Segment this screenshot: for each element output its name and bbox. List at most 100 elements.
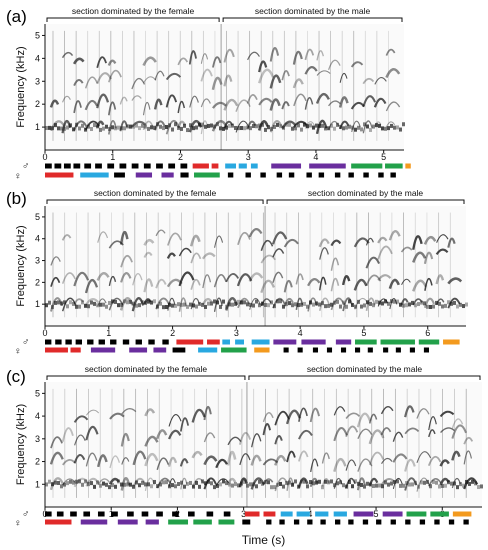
spectrogram-energy: [231, 483, 234, 488]
section-label: section dominated by the female: [85, 364, 208, 374]
syllable-harmonic: [73, 100, 82, 114]
syllable-harmonic: [166, 252, 176, 259]
spectrogram-energy: [435, 480, 438, 485]
syllable-harmonic: [109, 412, 125, 420]
syllable-harmonic: [297, 477, 309, 489]
spectrogram-energy: [402, 483, 405, 488]
male-note: [148, 339, 155, 345]
syllable-harmonic: [385, 121, 396, 128]
female-note: [378, 172, 384, 178]
syllable-harmonic: [142, 56, 157, 67]
syllable-harmonic: [178, 271, 195, 287]
spectrogram-energy: [192, 126, 195, 131]
spectrogram-energy: [426, 479, 429, 484]
female-note: [172, 347, 186, 353]
spectrogram-energy: [438, 301, 441, 306]
syllable-harmonic: [154, 120, 166, 131]
spectrogram-energy: [156, 304, 159, 309]
spectrogram-energy: [333, 300, 336, 305]
spectrogram-energy: [180, 480, 183, 485]
spectrogram-energy: [270, 300, 273, 305]
male-note: [335, 339, 352, 345]
spectrogram-energy: [318, 479, 321, 484]
panel-label: (a): [6, 7, 27, 26]
spectrogram-energy: [327, 126, 330, 131]
x-tick-label: 0: [42, 328, 47, 338]
spectrogram-energy: [63, 300, 66, 305]
male-note: [98, 339, 105, 345]
y-axis-label: Frequency (kHz): [15, 46, 27, 127]
syllable-harmonic: [223, 48, 235, 63]
syllable-harmonic: [424, 277, 433, 291]
spectrogram-energy: [303, 122, 306, 127]
syllable-harmonic: [200, 68, 213, 82]
syllable-harmonic: [412, 251, 427, 263]
syllable-harmonic: [400, 246, 413, 253]
syllable-harmonic: [108, 69, 122, 83]
spectrogram-energy: [204, 304, 207, 309]
spectrogram-background: [45, 24, 404, 150]
male-note: [127, 511, 134, 517]
syllable-harmonic: [362, 95, 377, 108]
spectrogram-energy: [93, 484, 96, 489]
female-note: [448, 519, 455, 525]
syllable-harmonic: [269, 120, 283, 133]
spectrogram-energy: [309, 480, 312, 485]
spectrogram-energy: [168, 123, 171, 128]
male-note: [296, 511, 310, 517]
y-tick-label: 1: [35, 122, 40, 132]
spectrogram-energy: [336, 481, 339, 486]
section-label: section dominated by the male: [308, 188, 424, 198]
y-axis-label: Frequency (kHz): [15, 404, 27, 485]
syllable-harmonic: [435, 274, 445, 285]
spectrogram-energy: [378, 123, 381, 128]
spectrogram-energy: [87, 124, 90, 129]
syllable-harmonic: [107, 59, 117, 66]
spectrogram-energy: [141, 123, 144, 128]
spectrogram-energy: [75, 479, 78, 484]
syllable-harmonic: [385, 68, 401, 79]
spectrogram-energy: [195, 480, 198, 485]
syllable-harmonic: [365, 237, 374, 246]
syllable-harmonic: [262, 423, 271, 436]
spectrogram-energy: [462, 483, 465, 488]
spectrogram-energy: [348, 479, 351, 484]
male-note: [333, 511, 347, 517]
y-tick-label: 1: [35, 299, 40, 309]
male-note: [63, 163, 71, 169]
syllable-harmonic: [338, 96, 349, 108]
spectrogram-energy: [192, 484, 195, 489]
syllable-harmonic: [189, 234, 201, 247]
syllable-harmonic: [439, 477, 450, 486]
spectrogram-energy: [303, 479, 306, 484]
spectrogram-energy: [183, 123, 186, 128]
female-note: [153, 347, 167, 353]
spectrogram-energy: [183, 484, 186, 489]
female-note: [293, 519, 300, 525]
syllable-harmonic: [260, 254, 276, 264]
syllable-harmonic: [153, 98, 163, 110]
spectrogram-energy: [240, 300, 243, 305]
syllable-harmonic: [190, 297, 201, 310]
spectrogram-energy: [48, 479, 51, 484]
syllable-harmonic: [283, 238, 299, 248]
spectrogram-energy: [153, 299, 156, 304]
male-note: [107, 163, 115, 169]
spectrogram-energy: [267, 303, 270, 308]
y-tick-label: 3: [35, 434, 40, 444]
syllable-harmonic: [374, 77, 387, 85]
spectrogram-energy: [381, 301, 384, 306]
spectrogram-energy: [261, 122, 264, 127]
spectrogram-energy: [258, 479, 261, 484]
female-note: [312, 347, 319, 353]
syllable-harmonic: [168, 414, 182, 427]
spectrogram-energy: [99, 127, 102, 132]
syllable-harmonic: [293, 120, 308, 128]
x-tick-label: 6: [425, 328, 430, 338]
female-note: [45, 519, 72, 525]
syllable-harmonic: [226, 450, 237, 466]
syllable-harmonic: [96, 272, 110, 281]
spectrogram-energy: [450, 301, 453, 306]
syllable-harmonic: [61, 297, 77, 312]
spectrogram-energy: [411, 482, 414, 487]
